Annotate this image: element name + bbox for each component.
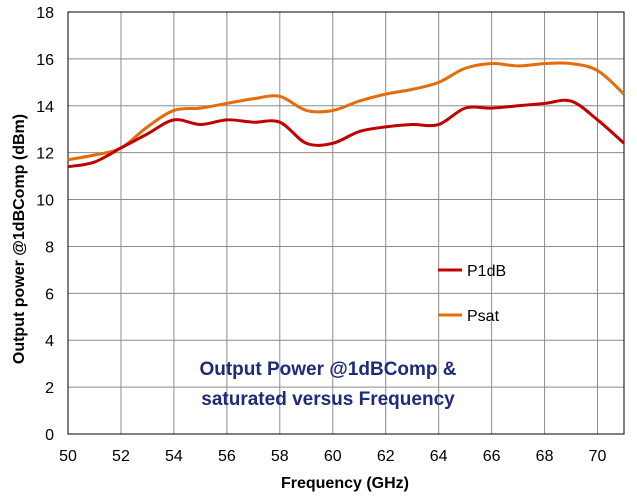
y-tick-label: 0: [45, 427, 54, 444]
plot-frame: [67, 11, 625, 435]
x-tick-label: 54: [165, 448, 183, 465]
x-tick-label: 60: [324, 448, 342, 465]
x-tick-label: 50: [59, 448, 77, 465]
x-tick-label: 52: [112, 448, 130, 465]
x-tick-label: 56: [218, 448, 236, 465]
y-tick-label: 4: [45, 333, 54, 350]
legend-label-psat: Psat: [467, 308, 500, 325]
y-tick-label: 18: [36, 5, 54, 22]
legend-label-p1db: P1dB: [467, 263, 506, 280]
x-tick-label: 62: [377, 448, 395, 465]
y-tick-label: 14: [36, 99, 54, 116]
y-axis-title: Output power @1dBComp (dBm): [11, 114, 28, 364]
annotation-line-1: Output Power @1dBComp &: [199, 359, 456, 380]
legend: P1dB Psat: [438, 263, 506, 325]
x-tick-label: 58: [271, 448, 289, 465]
y-tick-label: 8: [45, 239, 54, 256]
series-line-psat: [67, 61, 626, 162]
series-lines: [67, 61, 626, 169]
x-axis-title: Frequency (GHz): [281, 475, 409, 492]
y-tick-label: 16: [36, 52, 54, 69]
x-tick-label: 70: [589, 448, 607, 465]
x-tick-label: 68: [536, 448, 554, 465]
x-tick-label: 64: [430, 448, 448, 465]
y-tick-label: 2: [45, 380, 54, 397]
x-tick-labels: 50 52 54 56 58 60 62 64 66 68 70: [59, 448, 606, 465]
y-tick-label: 10: [36, 193, 54, 210]
y-tick-label: 6: [45, 286, 54, 303]
y-tick-labels: 0 2 4 6 8 10 12 14 16 18: [36, 5, 54, 444]
x-tick-label: 66: [483, 448, 501, 465]
y-tick-label: 12: [36, 146, 54, 163]
series-line-p1db: [67, 98, 625, 169]
annotation-line-2: saturated versus Frequency: [201, 389, 455, 410]
